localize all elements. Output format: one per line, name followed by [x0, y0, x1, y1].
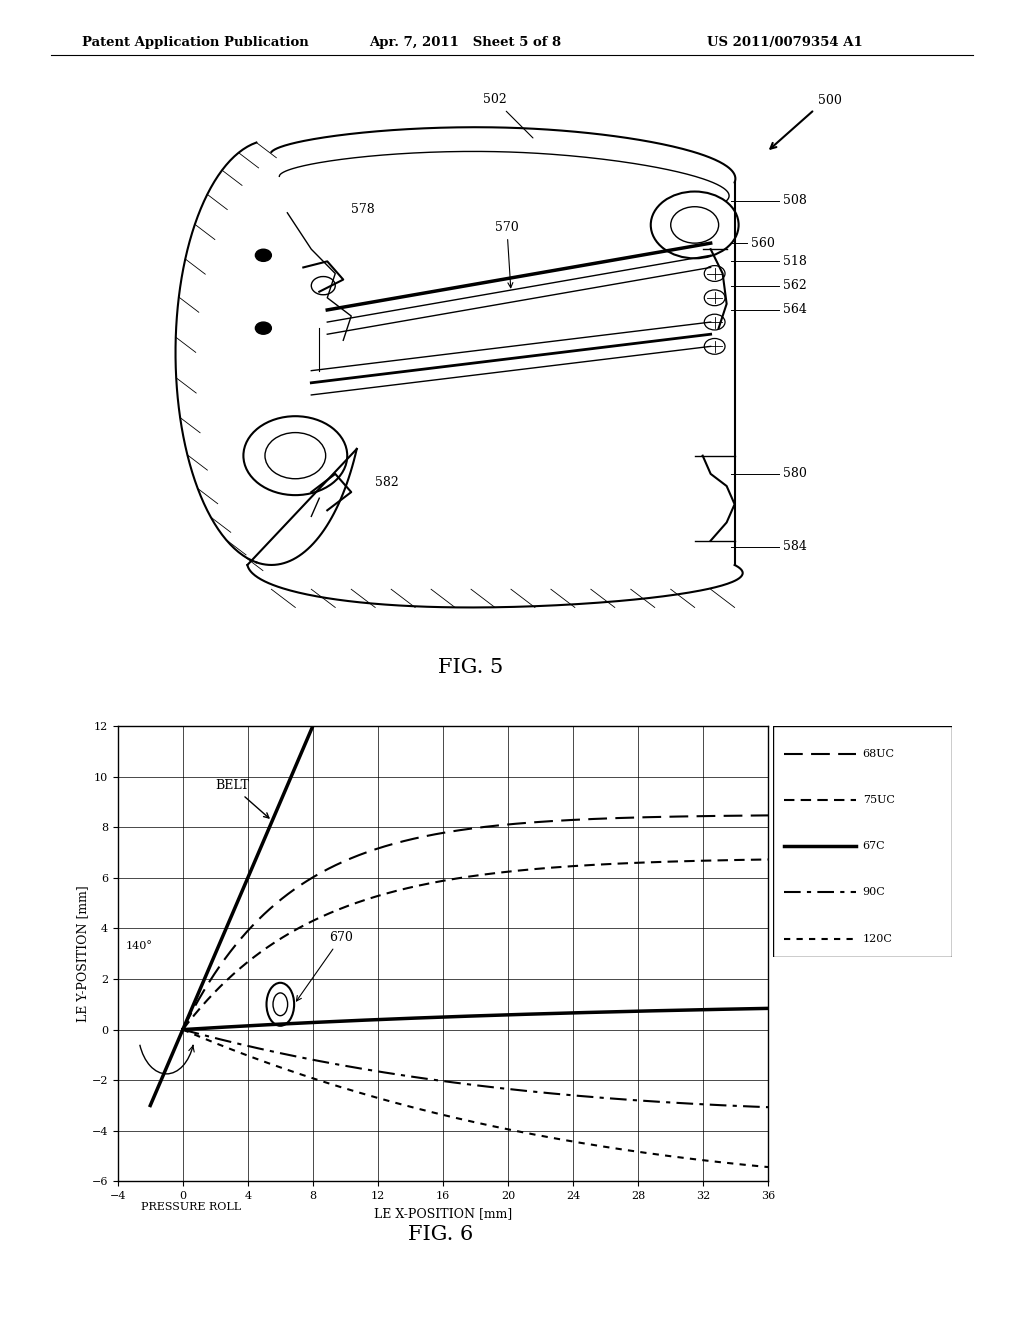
Text: BELT: BELT: [215, 779, 269, 818]
75UC: [434, 874, 446, 890]
Text: 562: 562: [782, 279, 806, 292]
Point: [850, 746, 862, 762]
67C: [434, 1010, 446, 1026]
120C: [414, 1101, 426, 1117]
68UC: [643, 809, 655, 825]
120C: [633, 1144, 645, 1160]
Y-axis label: LE Y-POSITION [mm]: LE Y-POSITION [mm]: [76, 886, 89, 1022]
90C: [643, 1093, 655, 1109]
Text: FIG. 6: FIG. 6: [408, 1225, 473, 1243]
Text: 560: 560: [751, 236, 774, 249]
Point: [778, 792, 791, 808]
68UC: [176, 1022, 188, 1038]
Circle shape: [705, 314, 725, 330]
X-axis label: LE X-POSITION [mm]: LE X-POSITION [mm]: [374, 1206, 512, 1220]
Circle shape: [255, 322, 271, 334]
75UC: [579, 858, 591, 874]
Text: 670: 670: [297, 931, 353, 1001]
Text: US 2011/0079354 A1: US 2011/0079354 A1: [707, 36, 862, 49]
Point: [850, 792, 862, 808]
67C: [579, 1005, 591, 1020]
Text: 90C: 90C: [862, 887, 886, 898]
Text: 140°: 140°: [126, 941, 153, 950]
67C: [176, 1022, 188, 1038]
Text: 502: 502: [483, 94, 532, 139]
Text: 68UC: 68UC: [862, 748, 895, 759]
68UC: [762, 808, 774, 824]
67C: [762, 1001, 774, 1016]
Text: 578: 578: [351, 203, 375, 215]
68UC: [633, 809, 645, 825]
90C: [762, 1100, 774, 1115]
Line: 67C: 67C: [182, 1008, 768, 1030]
67C: [633, 1003, 645, 1019]
Text: 570: 570: [495, 220, 519, 288]
90C: [434, 1073, 446, 1089]
Point: [778, 838, 791, 854]
75UC: [237, 958, 249, 974]
Line: 68UC: 68UC: [182, 816, 768, 1030]
90C: [176, 1022, 188, 1038]
Text: FIG. 5: FIG. 5: [438, 659, 504, 677]
Text: Apr. 7, 2011   Sheet 5 of 8: Apr. 7, 2011 Sheet 5 of 8: [369, 36, 561, 49]
Circle shape: [255, 249, 271, 261]
Point: [778, 884, 791, 900]
Text: 580: 580: [782, 467, 807, 480]
68UC: [579, 812, 591, 828]
Line: 75UC: 75UC: [182, 859, 768, 1030]
Point: [778, 746, 791, 762]
Text: 75UC: 75UC: [862, 795, 895, 805]
Text: 67C: 67C: [862, 841, 886, 851]
Text: 584: 584: [782, 540, 807, 553]
Text: Patent Application Publication: Patent Application Publication: [82, 36, 308, 49]
120C: [643, 1146, 655, 1162]
68UC: [237, 929, 249, 945]
90C: [414, 1069, 426, 1085]
Text: 500: 500: [818, 94, 843, 107]
Point: [850, 931, 862, 946]
Line: 90C: 90C: [182, 1030, 768, 1107]
75UC: [176, 1022, 188, 1038]
75UC: [633, 855, 645, 871]
Circle shape: [705, 265, 725, 281]
75UC: [414, 878, 426, 894]
Text: 120C: 120C: [862, 933, 893, 944]
120C: [579, 1135, 591, 1151]
Point: [850, 838, 862, 854]
90C: [633, 1093, 645, 1109]
90C: [237, 1036, 249, 1052]
120C: [237, 1045, 249, 1061]
67C: [414, 1010, 426, 1026]
Text: 582: 582: [375, 477, 399, 488]
75UC: [643, 854, 655, 870]
67C: [643, 1003, 655, 1019]
68UC: [434, 825, 446, 841]
Line: 120C: 120C: [182, 1030, 768, 1167]
Text: PRESSURE ROLL: PRESSURE ROLL: [141, 1201, 241, 1212]
Text: 564: 564: [782, 304, 807, 317]
Text: 508: 508: [782, 194, 807, 207]
67C: [237, 1018, 249, 1034]
120C: [434, 1106, 446, 1122]
Circle shape: [705, 338, 725, 354]
75UC: [762, 851, 774, 867]
120C: [762, 1159, 774, 1175]
Circle shape: [705, 290, 725, 306]
120C: [176, 1022, 188, 1038]
Point: [778, 931, 791, 946]
Text: 518: 518: [782, 255, 807, 268]
90C: [579, 1089, 591, 1105]
68UC: [414, 829, 426, 845]
Point: [850, 884, 862, 900]
